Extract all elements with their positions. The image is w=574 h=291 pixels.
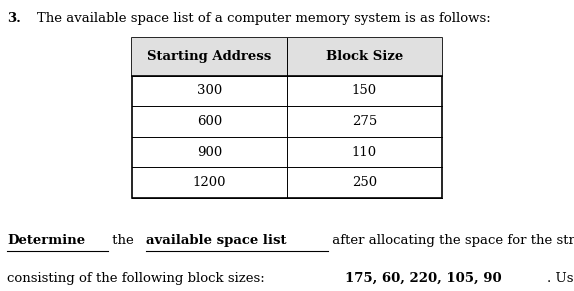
Text: 900: 900 [197, 146, 222, 159]
Text: Determine: Determine [7, 234, 85, 247]
Text: Block Size: Block Size [326, 50, 403, 63]
Text: consisting of the following block sizes:: consisting of the following block sizes: [7, 272, 269, 285]
Text: Starting Address: Starting Address [148, 50, 272, 63]
Text: after allocating the space for the stream of requests: after allocating the space for the strea… [328, 234, 574, 247]
Text: 600: 600 [197, 115, 222, 128]
Bar [132, 38, 442, 198]
Text: 300: 300 [197, 84, 222, 97]
Text: the: the [108, 234, 138, 247]
Text: . Use the: . Use the [547, 272, 574, 285]
Text: 3.: 3. [7, 12, 21, 25]
Text: 275: 275 [352, 115, 377, 128]
Text: The available space list of a computer memory system is as follows:: The available space list of a computer m… [37, 12, 491, 25]
Text: 110: 110 [352, 146, 377, 159]
Text: available space list: available space list [146, 234, 287, 247]
Text: 1200: 1200 [193, 176, 226, 189]
Text: 175, 60, 220, 105, 90: 175, 60, 220, 105, 90 [345, 272, 502, 285]
Text: 150: 150 [352, 84, 377, 97]
Text: 250: 250 [352, 176, 377, 189]
Bar [132, 38, 442, 76]
